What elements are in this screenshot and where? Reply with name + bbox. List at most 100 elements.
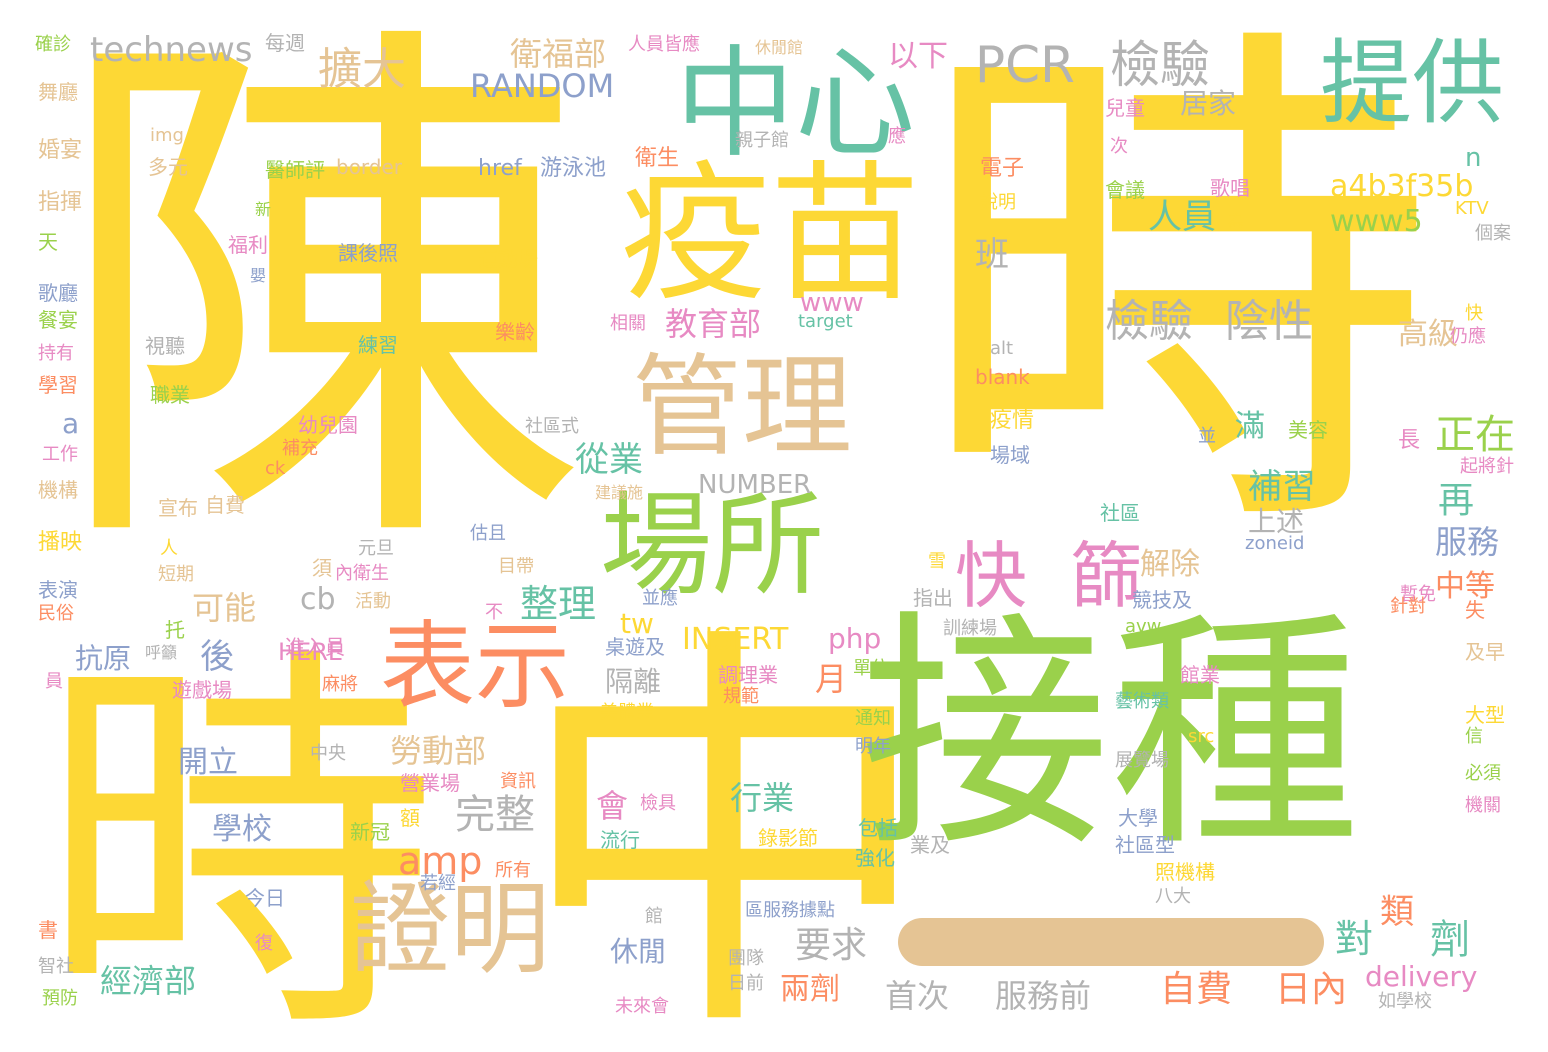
cloud-word: 美容	[1288, 418, 1328, 442]
cloud-word: 補習	[1248, 467, 1316, 507]
cloud-word: 歌廳	[38, 281, 78, 305]
cloud-word: RANDOM	[470, 67, 615, 105]
cloud-word: 劑	[1430, 917, 1470, 963]
cloud-word: 新冠	[350, 820, 390, 844]
cloud-word: href	[478, 156, 522, 181]
cloud-word: 檢驗	[1110, 36, 1210, 94]
cloud-word: 規範	[723, 686, 759, 707]
cloud-word: 陰性	[1225, 296, 1313, 347]
cloud-word: 視聽	[145, 334, 185, 358]
cloud-word: 快	[1465, 303, 1483, 324]
cloud-word: 社區型	[1115, 833, 1175, 857]
cloud-word: KTV	[1455, 198, 1489, 219]
cloud-word: 經濟部	[100, 962, 197, 1000]
cloud-word: 大型	[1465, 703, 1505, 727]
cloud-word: 估且	[470, 523, 506, 544]
cloud-word: 訓練場	[943, 618, 997, 639]
cloud-word: 並	[1198, 426, 1216, 447]
cloud-word: 額	[400, 806, 420, 830]
cloud-word: 快	[955, 534, 1028, 618]
cloud-word: 開立	[178, 745, 238, 780]
cloud-word: 多元	[148, 155, 188, 179]
cloud-word: NUMBER	[698, 470, 812, 500]
cloud-word: 上述	[1248, 505, 1305, 538]
cloud-word: 新	[255, 200, 272, 219]
cloud-word: 衛福部	[510, 35, 607, 73]
cloud-word: target	[798, 311, 853, 332]
cloud-word: 短期	[158, 564, 194, 585]
cloud-word: 電子	[980, 156, 1025, 181]
cloud-word: 機構	[38, 478, 78, 502]
cloud-word: 通知	[855, 708, 891, 729]
cloud-word: ck	[265, 458, 286, 479]
cloud-word: 高級	[1398, 317, 1458, 352]
cloud-word: 資訊	[500, 771, 536, 792]
cloud-word: 活動	[355, 591, 391, 612]
cloud-word: HERE	[278, 638, 344, 666]
cloud-word: 日前	[728, 973, 764, 994]
cloud-word: 完整	[455, 792, 535, 838]
cloud-word: 流行	[600, 828, 640, 852]
cloud-word: 雪	[928, 551, 946, 572]
cloud-word: 人員	[1148, 197, 1216, 237]
cloud-word: 不	[485, 602, 503, 623]
cloud-word: 場域	[990, 443, 1030, 467]
cloud-word: 月	[815, 660, 848, 698]
cloud-word: 中央	[310, 743, 346, 764]
cloud-word: 建議施	[595, 483, 644, 502]
cloud-word: 陳	[50, 0, 590, 612]
cloud-word: 包括	[858, 816, 898, 840]
cloud-word: 元旦	[358, 538, 394, 559]
cloud-word: 八大	[1155, 886, 1191, 907]
cloud-word: 幼兒園	[298, 413, 358, 437]
cloud-word: 區服務據點	[745, 900, 835, 921]
cloud-word: a	[62, 407, 80, 440]
cloud-word: 藝術類	[1115, 691, 1169, 712]
cloud-word: 舞廳	[38, 80, 78, 104]
cloud-word: 補充	[282, 438, 318, 459]
cloud-word: 桌遊及	[605, 635, 665, 659]
cloud-word: 失	[1465, 598, 1485, 622]
cloud-word: 課後照	[338, 241, 398, 265]
cloud-word: 民俗	[38, 603, 74, 624]
cloud-word: 親子館	[735, 130, 789, 151]
cloud-word: 麻將	[322, 674, 358, 695]
cloud-word: 所有	[495, 860, 531, 881]
cloud-word: 暫免	[1400, 584, 1436, 605]
cloud-word: 播映	[38, 530, 83, 555]
cloud-word: 須	[312, 556, 332, 580]
cloud-word: 進入員	[285, 635, 345, 659]
cloud-word: 應	[888, 126, 906, 147]
cloud-word: 兒童	[1105, 96, 1145, 120]
cloud-word: 托	[165, 618, 185, 642]
cloud-word: 為	[1228, 211, 1245, 230]
cloud-word: 大學	[1118, 806, 1158, 830]
cloud-word: 運動場	[478, 247, 538, 271]
cloud-word: 餐宴	[38, 308, 78, 332]
cloud-word: 樂齡	[495, 320, 535, 344]
cloud-word: 社區	[1100, 501, 1140, 525]
cloud-word: 婚宴	[38, 138, 83, 163]
cloud-word: 類	[1380, 892, 1414, 932]
cloud-word: 休閒	[610, 935, 667, 968]
cloud-word: 管理	[632, 343, 852, 471]
cloud-word: img	[150, 125, 184, 146]
cloud-word: 再	[1438, 480, 1475, 521]
cloud-word: 要求	[795, 925, 868, 966]
cloud-word: 中	[515, 595, 935, 1052]
cloud-word: 解除	[1140, 547, 1200, 582]
cloud-word: 中心	[675, 35, 915, 174]
cloud-word: 人	[160, 538, 178, 559]
cloud-word: 時	[915, 0, 1435, 593]
cloud-word: www	[800, 288, 864, 318]
cloud-word: 嬰	[250, 266, 267, 285]
cloud-word: 自費	[205, 493, 245, 517]
cloud-word: 行業	[730, 779, 795, 817]
cloud-word: n	[1465, 143, 1482, 173]
cloud-word: a4b3f35b	[1330, 169, 1474, 204]
cloud-word: 隔離	[605, 665, 662, 698]
cloud-word: 時	[38, 617, 438, 1052]
cloud-word: 錄影節	[758, 826, 818, 850]
cloud-word: 書	[38, 918, 58, 942]
